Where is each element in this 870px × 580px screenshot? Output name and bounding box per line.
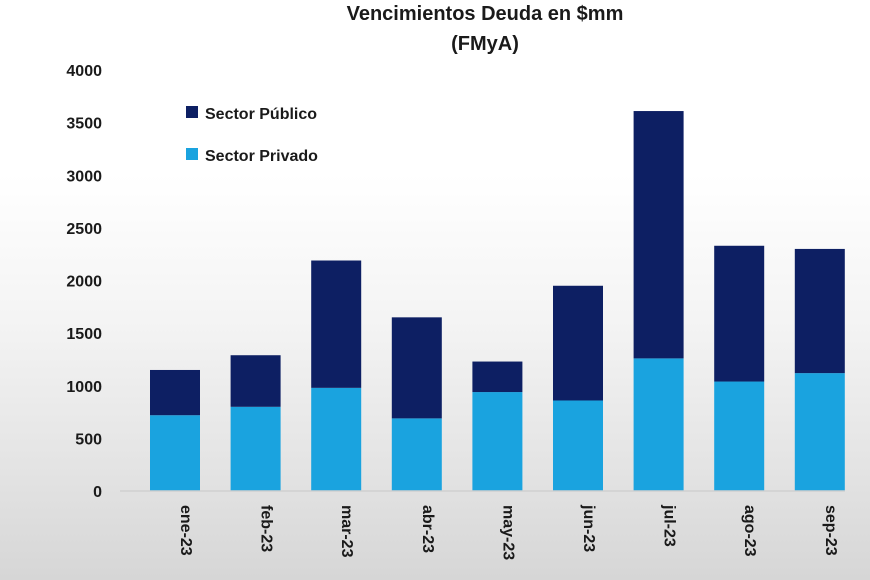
bar-sector-p-blico (150, 369, 200, 416)
bar-sector-privado (230, 406, 281, 491)
y-tick-label: 1500 (66, 326, 102, 343)
x-tick-label: abr-23 (419, 505, 436, 553)
bar-sector-p-blico (794, 248, 845, 374)
y-tick-label: 0 (93, 484, 102, 501)
bar-sector-privado (311, 387, 362, 491)
x-tick-label: jun-23 (580, 504, 597, 552)
y-axis-tick-labels: 0 500 1000 1500 2000 2500 3000 3500 4000 (66, 63, 102, 501)
bar-sector-privado (391, 418, 442, 491)
x-axis-tick-labels: ene-23 feb-23 mar-23 abr-23 may-23 jun-23 jul-… (177, 504, 839, 560)
bar-sector-privado (150, 415, 200, 491)
legend-swatch-sector-privado (186, 148, 198, 160)
x-tick-label: mar-23 (338, 505, 355, 558)
bar-series (150, 111, 845, 491)
x-tick-label: ago-23 (741, 505, 758, 557)
legend-label-sector-privado: Sector Privado (205, 148, 318, 165)
y-tick-label: 3000 (66, 168, 102, 185)
bar-sector-privado (472, 392, 523, 491)
y-tick-label: 500 (75, 431, 102, 448)
y-tick-label: 2000 (66, 274, 102, 291)
x-tick-label: jul-23 (661, 504, 678, 547)
bar-sector-p-blico (230, 355, 281, 407)
y-tick-label: 3500 (66, 116, 102, 133)
y-tick-label: 4000 (66, 63, 102, 80)
chart-title: Vencimientos Deuda en $mm (347, 3, 624, 25)
bar-sector-p-blico (391, 317, 442, 419)
legend-swatch-sector-publico (186, 106, 198, 118)
bar-sector-p-blico (553, 285, 603, 401)
bar-sector-privado (714, 381, 765, 491)
bar-sector-privado (633, 358, 684, 491)
chart-subtitle: (FMyA) (451, 33, 519, 55)
bar-sector-p-blico (472, 361, 523, 393)
bar-sector-p-blico (311, 260, 362, 388)
x-tick-label: sep-23 (822, 505, 839, 556)
y-tick-label: 2500 (66, 221, 102, 238)
bar-sector-privado (794, 373, 845, 491)
bar-sector-p-blico (633, 111, 684, 359)
x-tick-label: may-23 (499, 505, 516, 560)
bar-sector-privado (553, 400, 603, 491)
bar-sector-p-blico (714, 245, 765, 382)
legend: Sector Público Sector Privado (186, 106, 318, 165)
x-tick-label: feb-23 (258, 505, 275, 552)
x-tick-label: ene-23 (177, 505, 194, 556)
legend-label-sector-publico: Sector Público (205, 106, 317, 123)
y-tick-label: 1000 (66, 379, 102, 396)
